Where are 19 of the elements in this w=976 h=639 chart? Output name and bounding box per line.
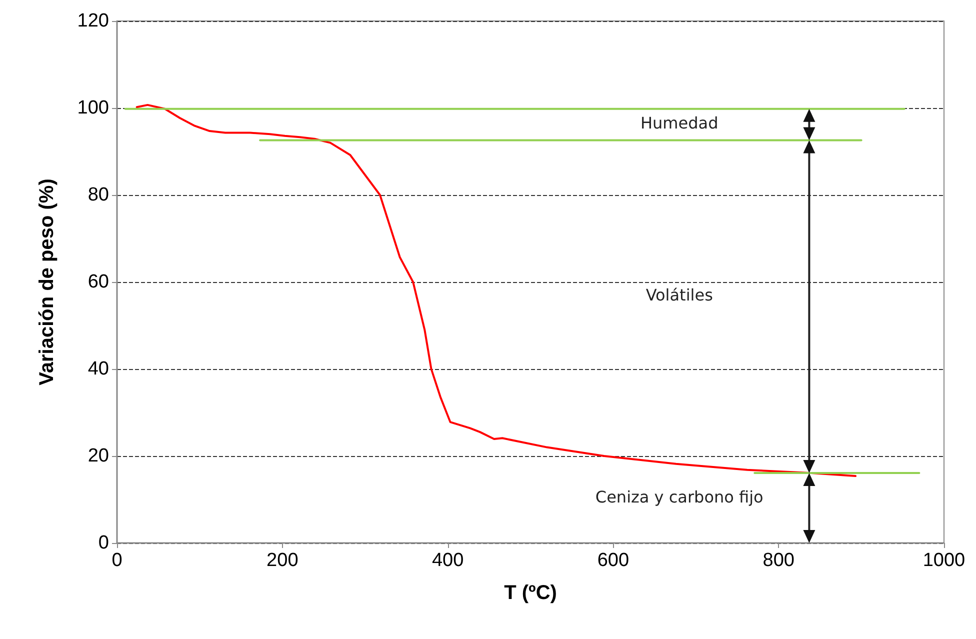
y-axis-title: Variación de peso (%) (36, 178, 58, 386)
annotation: Humedad (640, 113, 718, 132)
annotation: Volátiles (646, 286, 713, 305)
x-axis-title: T (ºC) (504, 582, 557, 604)
x-tick-label: 600 (597, 550, 630, 571)
line-series (136, 104, 857, 478)
y-tick-label: 20 (88, 446, 109, 466)
annotation: Ceniza y carbono fijo (595, 488, 764, 507)
y-tick-label: 100 (77, 98, 109, 118)
y-tick-label: 0 (98, 532, 109, 554)
x-tick-label: 200 (266, 550, 298, 571)
y-tick-label: 40 (88, 358, 109, 380)
y-tick-label: 60 (88, 272, 109, 292)
y-tick-label: 80 (88, 184, 109, 206)
x-tick-label: 0 (112, 550, 122, 571)
x-tick-label: 800 (762, 550, 794, 571)
y-tick-label: 120 (77, 10, 109, 32)
x-tick-label: 400 (432, 550, 464, 571)
x-tick-label: 1000 (922, 550, 966, 571)
